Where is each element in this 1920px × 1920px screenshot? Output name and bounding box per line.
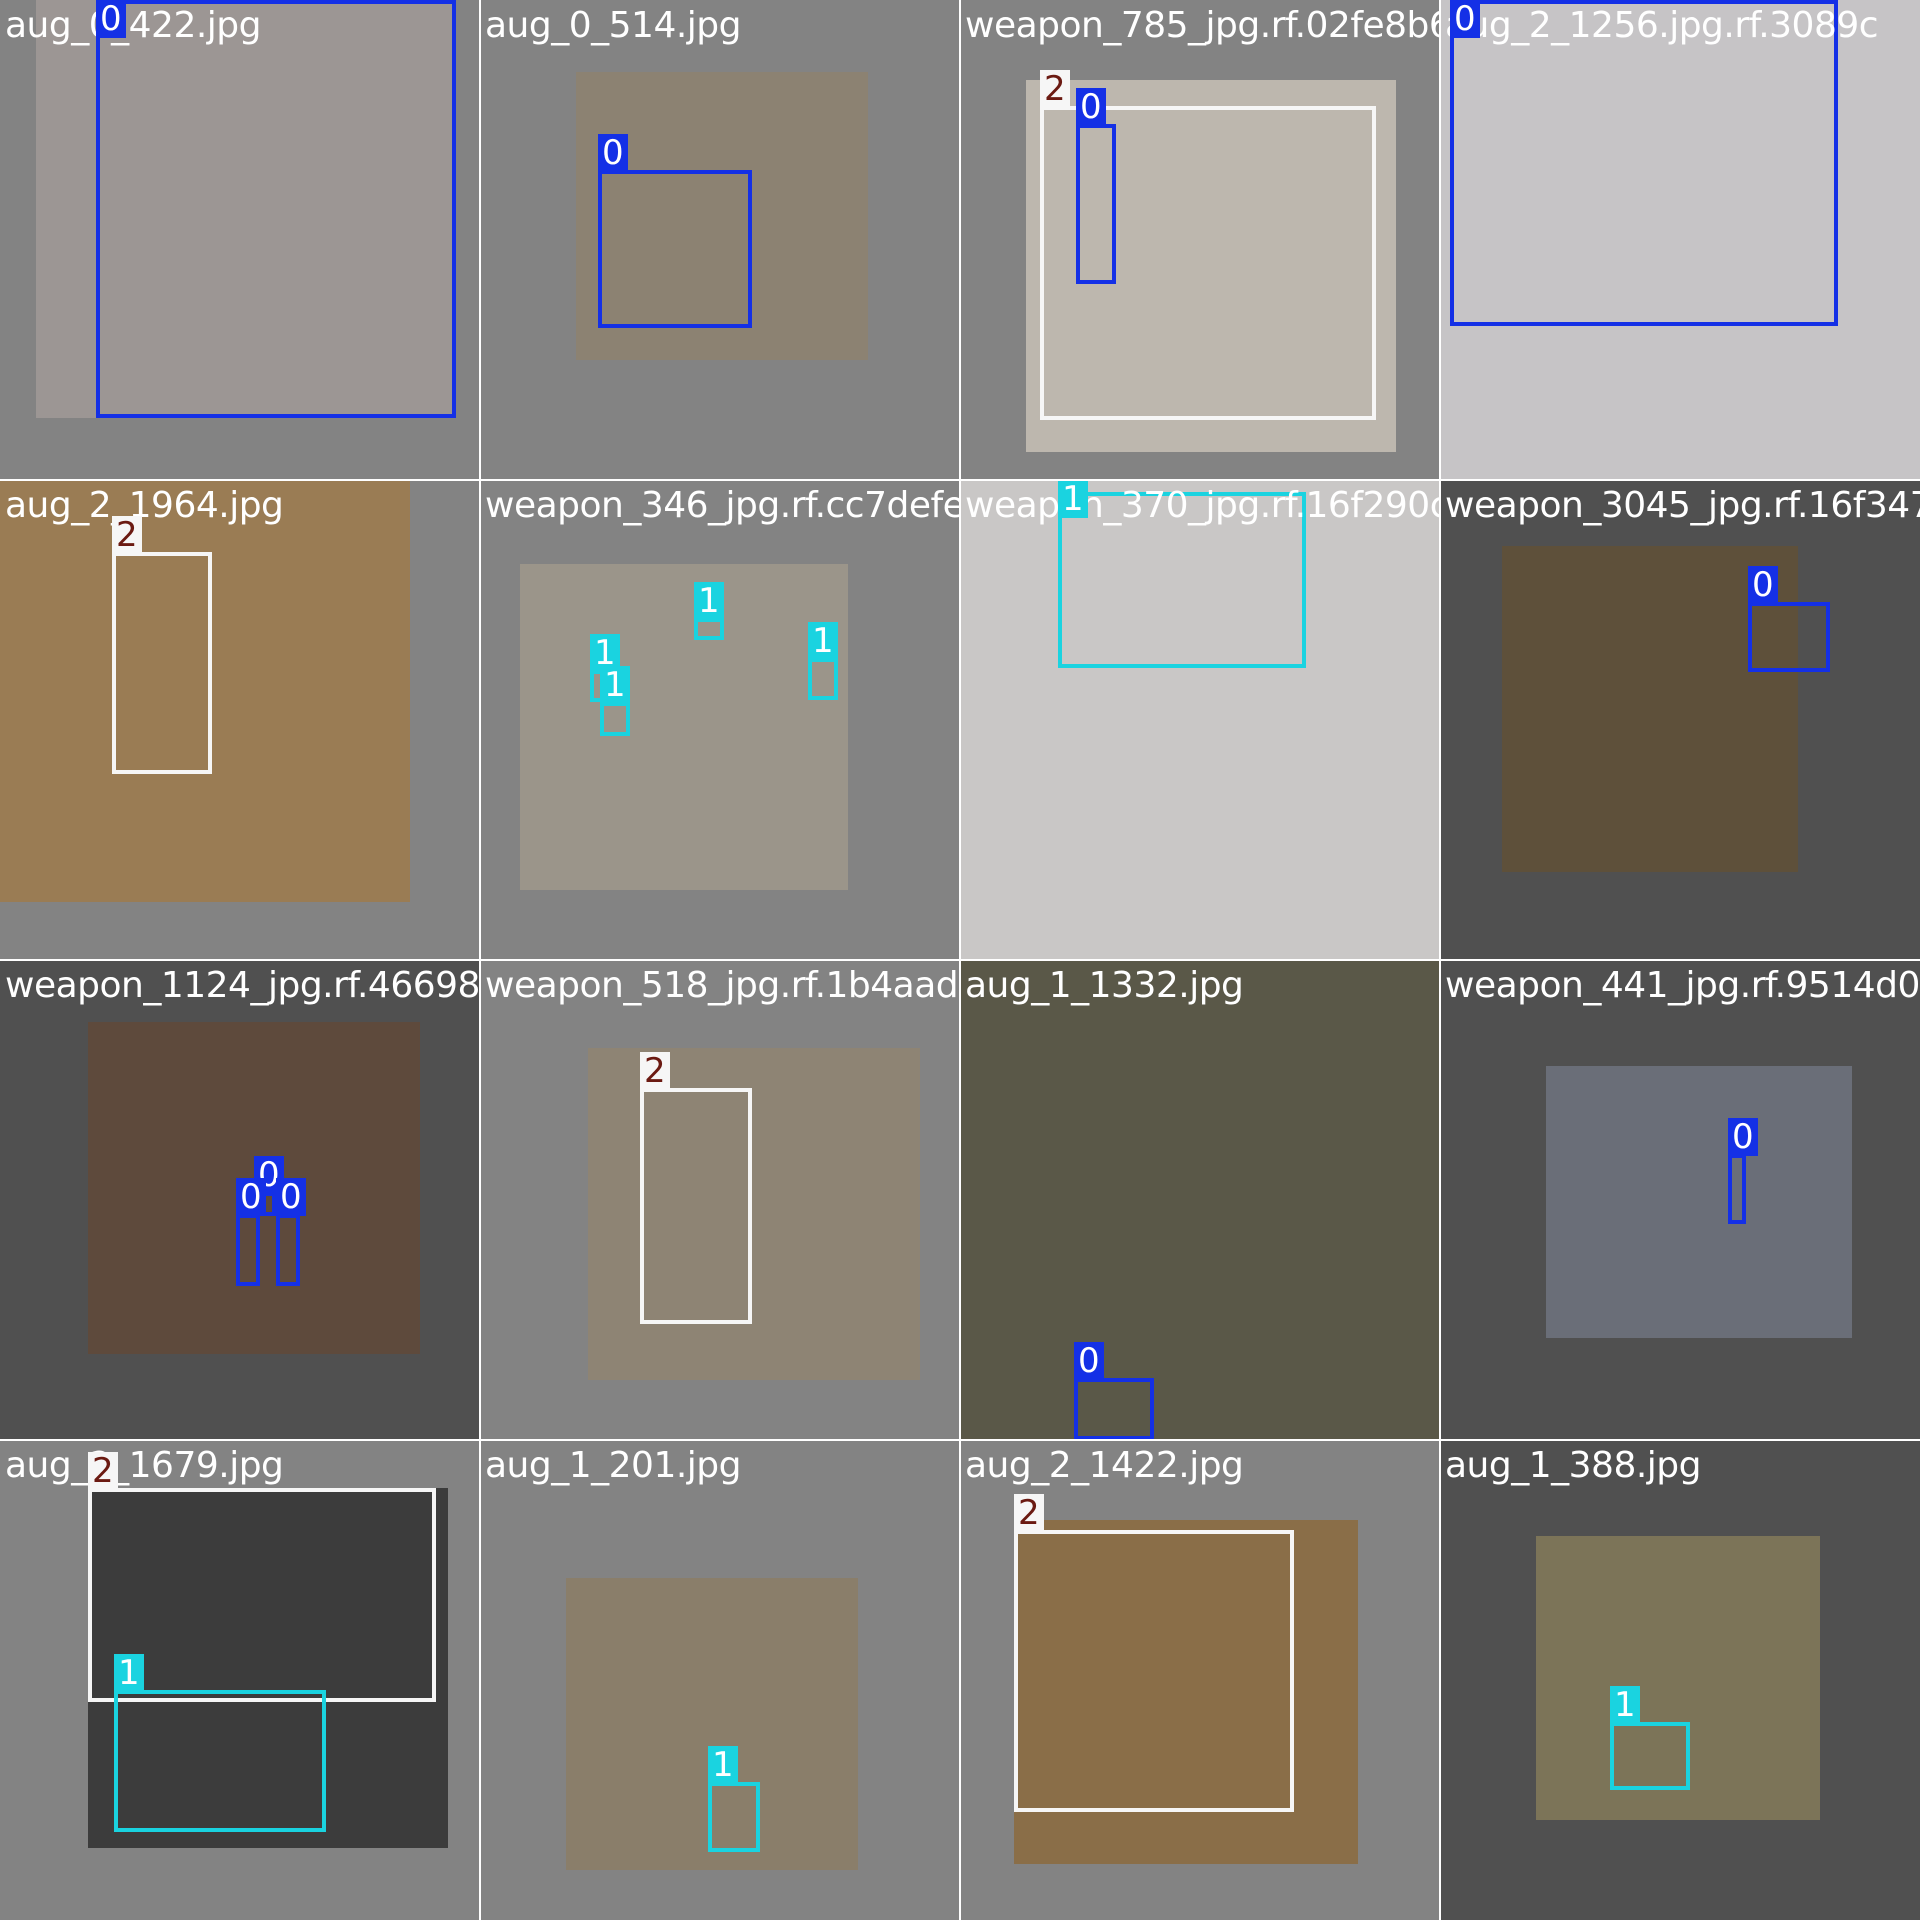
tile-photo bbox=[1026, 80, 1396, 452]
tile-filename: aug_0_514.jpg bbox=[485, 5, 742, 46]
tile-photo bbox=[1546, 1066, 1852, 1338]
grid-separator bbox=[0, 1439, 1920, 1441]
class-label: 1 bbox=[590, 634, 620, 672]
class-label: 2 bbox=[640, 1052, 670, 1090]
class-label: 2 bbox=[88, 1452, 118, 1490]
tile-filename: weapon_346_jpg.rf.cc7defec bbox=[485, 485, 960, 526]
class-label: 0 bbox=[1748, 566, 1778, 604]
class-label: 1 bbox=[708, 1746, 738, 1784]
tile-filename: weapon_518_jpg.rf.1b4aad0 bbox=[485, 965, 960, 1006]
tile-filename: aug_2_1679.jpg bbox=[5, 1445, 284, 1486]
batch-tile: 0 0 0 weapon_1124_jpg.rf.466982 bbox=[0, 960, 480, 1440]
batch-tile: 2 aug_2_1422.jpg bbox=[960, 1440, 1440, 1920]
batch-tile: 0 aug_1_1332.jpg bbox=[960, 960, 1440, 1440]
class-label: 0 bbox=[1728, 1118, 1758, 1156]
tile-filename: aug_1_1332.jpg bbox=[965, 965, 1244, 1006]
class-label: 2 bbox=[1040, 70, 1070, 108]
tile-photo bbox=[520, 564, 848, 890]
tile-filename: weapon_785_jpg.rf.02fe8b6 bbox=[965, 5, 1440, 46]
class-label: 0 bbox=[1450, 0, 1480, 38]
bounding-box bbox=[1014, 1530, 1294, 1812]
class-label: 1 bbox=[114, 1654, 144, 1692]
grid-separator bbox=[1439, 0, 1441, 1920]
bounding-box bbox=[708, 1782, 760, 1852]
bounding-box bbox=[598, 170, 752, 328]
class-label: 0 bbox=[96, 0, 126, 38]
class-label: 0 bbox=[1076, 88, 1106, 126]
tile-photo bbox=[960, 480, 1440, 960]
tile-filename: aug_2_1422.jpg bbox=[965, 1445, 1244, 1486]
bounding-box bbox=[1748, 602, 1830, 672]
bounding-box bbox=[1040, 106, 1376, 420]
tile-photo bbox=[88, 1488, 448, 1848]
batch-tile: 0 aug_0_514.jpg bbox=[480, 0, 960, 480]
tile-filename: aug_0_422.jpg bbox=[5, 5, 262, 46]
class-label: 1 bbox=[600, 666, 630, 704]
tile-filename: aug_1_388.jpg bbox=[1445, 1445, 1702, 1486]
bounding-box bbox=[694, 618, 724, 640]
tile-photo bbox=[0, 480, 410, 902]
class-label: 2 bbox=[1014, 1494, 1044, 1532]
batch-tile: 0 weapon_441_jpg.rf.9514d09 bbox=[1440, 960, 1920, 1440]
class-label: 0 bbox=[276, 1178, 306, 1216]
tile-photo bbox=[1014, 1520, 1358, 1864]
tile-photo bbox=[588, 1048, 920, 1380]
bounding-box bbox=[276, 1214, 300, 1286]
tile-filename: weapon_1124_jpg.rf.466982 bbox=[5, 965, 480, 1006]
batch-tile: 2 1 aug_2_1679.jpg bbox=[0, 1440, 480, 1920]
bounding-box bbox=[236, 1214, 260, 1286]
tile-photo bbox=[1536, 1536, 1820, 1820]
bounding-box bbox=[112, 552, 212, 774]
bounding-box bbox=[1074, 1378, 1154, 1440]
bounding-box bbox=[88, 1488, 436, 1702]
tile-filename: aug_2_1256.jpg.rf.3089c bbox=[1445, 5, 1879, 46]
tile-photo bbox=[566, 1578, 858, 1870]
bounding-box bbox=[1076, 124, 1116, 284]
bounding-box bbox=[1058, 492, 1306, 668]
tile-filename: aug_1_201.jpg bbox=[485, 1445, 742, 1486]
bounding-box bbox=[808, 658, 838, 700]
bounding-box bbox=[114, 1690, 326, 1832]
batch-tile: 2 0 weapon_785_jpg.rf.02fe8b6 bbox=[960, 0, 1440, 480]
batch-tile: 1 aug_1_388.jpg bbox=[1440, 1440, 1920, 1920]
tile-filename: weapon_441_jpg.rf.9514d09 bbox=[1445, 965, 1920, 1006]
bounding-box bbox=[600, 702, 630, 736]
class-label: 1 bbox=[694, 582, 724, 620]
bounding-box bbox=[1728, 1154, 1746, 1224]
tile-photo bbox=[576, 72, 868, 360]
batch-tile: 0 weapon_3045_jpg.rf.16f347 bbox=[1440, 480, 1920, 960]
tile-photo bbox=[1440, 0, 1920, 480]
batch-tile: 1 weapon_370_jpg.rf.16f290c bbox=[960, 480, 1440, 960]
tile-filename: weapon_370_jpg.rf.16f290c bbox=[965, 485, 1440, 526]
bounding-box bbox=[96, 0, 456, 418]
tile-photo bbox=[36, 0, 456, 418]
class-label: 1 bbox=[1610, 1686, 1640, 1724]
batch-tile: 1 1 1 1 weapon_346_jpg.rf.cc7defec bbox=[480, 480, 960, 960]
class-label: 1 bbox=[1058, 480, 1088, 518]
tile-filename: aug_2_1964.jpg bbox=[5, 485, 284, 526]
bounding-box bbox=[640, 1088, 752, 1324]
batch-tile: 2 aug_2_1964.jpg bbox=[0, 480, 480, 960]
tile-filename: weapon_3045_jpg.rf.16f347 bbox=[1445, 485, 1920, 526]
batch-tile: 0 aug_0_422.jpg bbox=[0, 0, 480, 480]
bounding-box bbox=[1610, 1722, 1690, 1790]
class-label: 0 bbox=[598, 134, 628, 172]
class-label: 2 bbox=[112, 516, 142, 554]
class-label: 0 bbox=[1074, 1342, 1104, 1380]
batch-tile: 0 aug_2_1256.jpg.rf.3089c bbox=[1440, 0, 1920, 480]
class-label: 1 bbox=[808, 622, 838, 660]
bounding-box bbox=[1450, 0, 1838, 326]
batch-tile: 1 aug_1_201.jpg bbox=[480, 1440, 960, 1920]
tile-photo bbox=[960, 960, 1440, 1440]
batch-tile: 2 weapon_518_jpg.rf.1b4aad0 bbox=[480, 960, 960, 1440]
class-label: 0 bbox=[236, 1178, 266, 1216]
grid-separator bbox=[0, 959, 1920, 961]
